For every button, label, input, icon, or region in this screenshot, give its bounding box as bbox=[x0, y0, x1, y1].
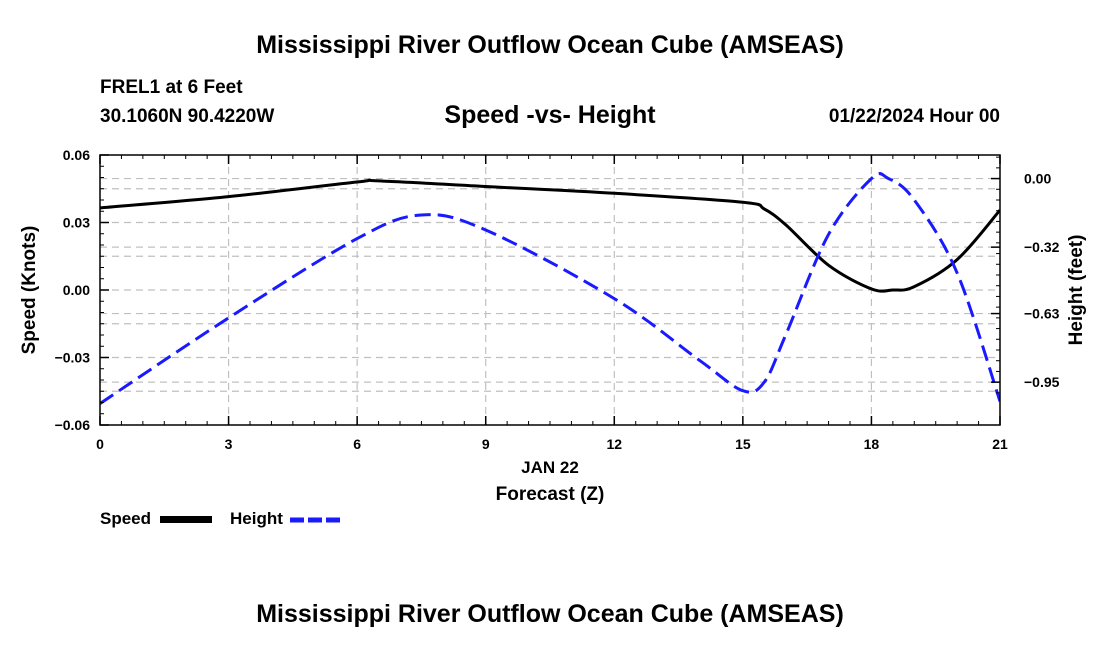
x-axis-date-label: JAN 22 bbox=[521, 458, 579, 477]
speed-series-line bbox=[100, 178, 1000, 293]
x-tick-label: 0 bbox=[96, 436, 104, 452]
y-tick-label: 0.03 bbox=[63, 215, 90, 231]
station-coords: 30.1060N 90.4220W bbox=[100, 106, 275, 127]
y2-tick-label: −0.95 bbox=[1024, 374, 1060, 390]
y2-tick-label: −0.32 bbox=[1024, 239, 1060, 255]
y2-axis-title: Height (feet) bbox=[1066, 235, 1087, 346]
y-tick-label: 0.06 bbox=[63, 147, 90, 163]
legend-speed-swatch bbox=[160, 516, 212, 523]
y-tick-label: −0.03 bbox=[55, 350, 91, 366]
x-tick-label: 6 bbox=[353, 436, 361, 452]
page-title: Mississippi River Outflow Ocean Cube (AM… bbox=[256, 31, 844, 59]
legend-height-label: Height bbox=[230, 509, 283, 528]
chart-title: Speed -vs- Height bbox=[444, 101, 656, 129]
x-tick-label: 3 bbox=[225, 436, 233, 452]
y2-tick-label: −0.63 bbox=[1024, 306, 1060, 322]
y-tick-label: −0.06 bbox=[55, 417, 91, 433]
axis-tick-labels: 0 3 6 9 12 15 18 21 0.06 0.03 0.00 −0.03 −0.06 0.00 −0… bbox=[55, 147, 1060, 452]
x-tick-label: 12 bbox=[606, 436, 622, 452]
x-tick-label: 21 bbox=[992, 436, 1008, 452]
forecast-datetime: 01/22/2024 Hour 00 bbox=[828, 106, 1000, 127]
station-label: FREL1 at 6 Feet bbox=[100, 77, 243, 98]
series-layer bbox=[100, 172, 1000, 405]
y-tick-label: 0.00 bbox=[63, 282, 90, 298]
legend-height-swatch bbox=[290, 517, 344, 523]
x-tick-label: 15 bbox=[735, 436, 751, 452]
height-series-line bbox=[100, 172, 1000, 405]
legend-speed-label: Speed bbox=[100, 509, 152, 528]
x-tick-label: 18 bbox=[864, 436, 880, 452]
footer-title: Mississippi River Outflow Ocean Cube (AM… bbox=[256, 600, 844, 628]
y2-tick-label: 0.00 bbox=[1024, 171, 1051, 187]
y-axis-title: Speed (Knots) bbox=[19, 226, 40, 355]
x-tick-label: 9 bbox=[482, 436, 490, 452]
x-axis-title: Forecast (Z) bbox=[496, 484, 605, 505]
axis-ticks bbox=[99, 154, 1001, 426]
